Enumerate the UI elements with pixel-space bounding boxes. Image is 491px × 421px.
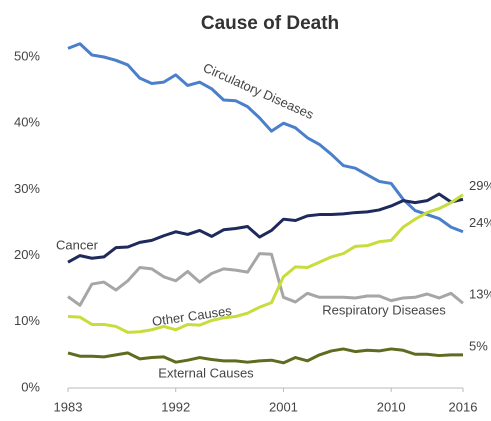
x-tick-label: 1983	[54, 399, 83, 414]
value-label: 24%	[469, 215, 491, 230]
series-line	[67, 252, 464, 307]
series-line	[67, 193, 464, 334]
x-tick-label: 2016	[449, 399, 478, 414]
series-label: Respiratory Diseases	[322, 302, 446, 317]
y-tick-label: 20%	[14, 247, 40, 262]
y-tick-label: 50%	[14, 48, 40, 63]
series-line	[67, 42, 464, 234]
x-tick-label: 2001	[269, 399, 298, 414]
y-tick-label: 40%	[14, 115, 40, 130]
y-tick-label: 10%	[14, 313, 40, 328]
value-label: 29%	[469, 178, 491, 193]
series-label: External Causes	[158, 365, 254, 380]
series-label: Circulatory Diseases	[201, 60, 316, 122]
y-tick-label: 0%	[21, 379, 40, 394]
value-label: 5%	[469, 338, 488, 353]
value-label: 13%	[469, 287, 491, 302]
chart-title: Cause of Death	[201, 13, 339, 34]
series-line	[67, 192, 464, 264]
x-tick-label: 1992	[161, 399, 190, 414]
y-tick-label: 30%	[14, 181, 40, 196]
series-label: Cancer	[56, 237, 99, 252]
x-tick-label: 2010	[377, 399, 406, 414]
series-line	[67, 347, 463, 365]
